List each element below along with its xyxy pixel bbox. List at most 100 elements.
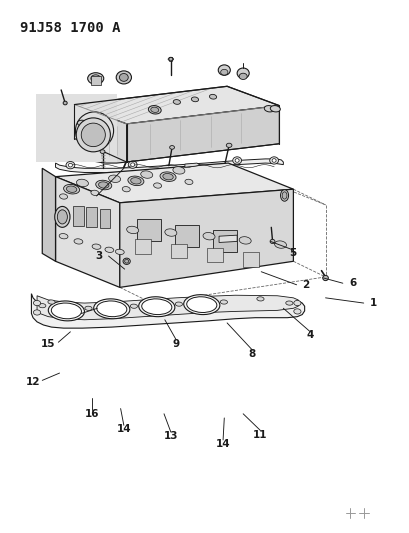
Ellipse shape [128, 176, 144, 185]
Ellipse shape [51, 303, 81, 319]
Ellipse shape [63, 101, 67, 105]
Ellipse shape [115, 249, 124, 255]
Ellipse shape [116, 71, 131, 84]
Ellipse shape [63, 184, 79, 194]
Ellipse shape [59, 194, 67, 199]
Ellipse shape [274, 241, 286, 248]
Ellipse shape [293, 309, 300, 314]
Polygon shape [74, 104, 126, 163]
Ellipse shape [169, 146, 174, 149]
Polygon shape [126, 106, 279, 162]
Ellipse shape [122, 187, 130, 192]
Text: 16: 16 [84, 409, 99, 419]
Ellipse shape [138, 297, 174, 317]
Ellipse shape [162, 173, 173, 180]
Ellipse shape [95, 180, 112, 190]
Polygon shape [207, 248, 222, 262]
Ellipse shape [85, 306, 92, 310]
Ellipse shape [130, 304, 137, 308]
Text: 14: 14 [116, 424, 131, 434]
Ellipse shape [232, 157, 241, 164]
Ellipse shape [75, 112, 113, 149]
Text: 3: 3 [94, 251, 102, 261]
Text: 15: 15 [41, 339, 55, 349]
Polygon shape [86, 207, 97, 228]
Ellipse shape [142, 299, 171, 314]
Ellipse shape [184, 179, 193, 184]
Ellipse shape [164, 229, 176, 236]
Ellipse shape [100, 150, 105, 154]
Polygon shape [91, 76, 100, 85]
Ellipse shape [285, 301, 292, 305]
Ellipse shape [151, 107, 158, 112]
Ellipse shape [256, 297, 263, 301]
Text: 11: 11 [253, 430, 267, 440]
Text: 7: 7 [120, 160, 127, 169]
Ellipse shape [48, 300, 55, 304]
Ellipse shape [175, 302, 182, 306]
Ellipse shape [148, 106, 161, 114]
Text: 12: 12 [26, 377, 40, 387]
Text: 8: 8 [248, 349, 255, 359]
Ellipse shape [66, 186, 76, 192]
Ellipse shape [97, 301, 126, 317]
Polygon shape [55, 163, 293, 203]
Polygon shape [171, 244, 187, 258]
Ellipse shape [88, 72, 103, 84]
Polygon shape [134, 239, 151, 254]
Ellipse shape [123, 258, 130, 264]
Ellipse shape [280, 190, 288, 201]
Ellipse shape [119, 74, 128, 82]
Ellipse shape [140, 171, 153, 178]
Ellipse shape [126, 226, 138, 233]
Ellipse shape [98, 182, 109, 188]
Ellipse shape [173, 100, 180, 104]
Ellipse shape [270, 239, 274, 244]
Ellipse shape [105, 247, 114, 253]
Ellipse shape [220, 300, 227, 304]
Ellipse shape [218, 65, 230, 75]
Ellipse shape [238, 73, 247, 79]
Ellipse shape [264, 106, 274, 112]
Ellipse shape [38, 304, 46, 308]
Ellipse shape [293, 301, 300, 306]
Text: 13: 13 [163, 431, 178, 441]
Ellipse shape [76, 118, 110, 152]
Ellipse shape [34, 310, 40, 315]
Ellipse shape [186, 297, 216, 312]
Ellipse shape [48, 301, 84, 321]
Ellipse shape [92, 244, 101, 249]
Ellipse shape [322, 276, 328, 280]
Ellipse shape [220, 69, 227, 75]
Polygon shape [42, 168, 55, 261]
Ellipse shape [91, 190, 99, 196]
Ellipse shape [226, 143, 231, 148]
Polygon shape [31, 294, 304, 328]
Ellipse shape [77, 120, 87, 126]
Ellipse shape [173, 167, 184, 174]
Ellipse shape [74, 239, 83, 244]
Ellipse shape [57, 210, 67, 224]
Ellipse shape [234, 159, 238, 162]
Ellipse shape [130, 163, 134, 166]
Text: 91J58 1700 A: 91J58 1700 A [20, 21, 120, 35]
Ellipse shape [153, 183, 161, 188]
Ellipse shape [68, 163, 72, 167]
Ellipse shape [54, 206, 70, 228]
Text: 10: 10 [63, 309, 77, 319]
Ellipse shape [209, 94, 216, 99]
Ellipse shape [81, 123, 105, 147]
Ellipse shape [34, 301, 40, 306]
Polygon shape [184, 163, 200, 167]
Bar [36, 94, 116, 162]
Text: 9: 9 [172, 339, 179, 349]
Ellipse shape [66, 161, 74, 169]
Ellipse shape [59, 233, 68, 239]
Ellipse shape [124, 260, 128, 263]
Polygon shape [136, 220, 160, 241]
Polygon shape [243, 252, 258, 266]
Ellipse shape [236, 68, 249, 78]
Text: 5: 5 [288, 248, 295, 259]
Polygon shape [119, 189, 293, 287]
Ellipse shape [191, 97, 198, 102]
